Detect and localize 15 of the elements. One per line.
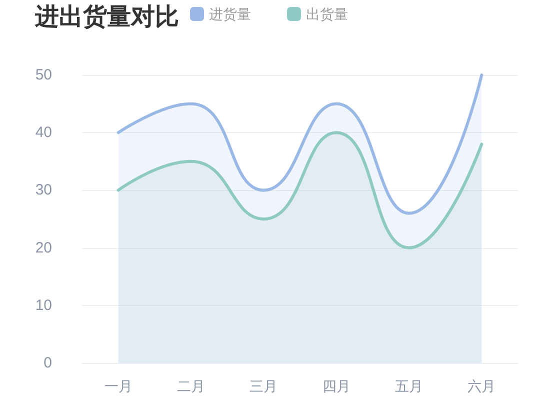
y-tick-label: 40 bbox=[35, 124, 52, 142]
x-tick-label: 四月 bbox=[322, 378, 350, 394]
y-tick-label: 10 bbox=[35, 296, 52, 314]
y-tick-label: 20 bbox=[35, 239, 52, 256]
chart-title: 进出货量对比 bbox=[34, 4, 179, 30]
x-tick-label: 三月 bbox=[250, 378, 278, 394]
x-tick-label: 一月 bbox=[104, 378, 132, 394]
legend-label: 进货量 bbox=[209, 6, 251, 22]
x-tick-label: 五月 bbox=[395, 378, 423, 394]
y-tick-label: 50 bbox=[35, 66, 52, 84]
legend-label: 出货量 bbox=[306, 6, 348, 22]
y-tick-label: 0 bbox=[44, 354, 52, 372]
x-tick-label: 六月 bbox=[468, 378, 496, 394]
x-tick-label: 二月 bbox=[177, 378, 205, 394]
y-tick-label: 30 bbox=[35, 182, 52, 199]
